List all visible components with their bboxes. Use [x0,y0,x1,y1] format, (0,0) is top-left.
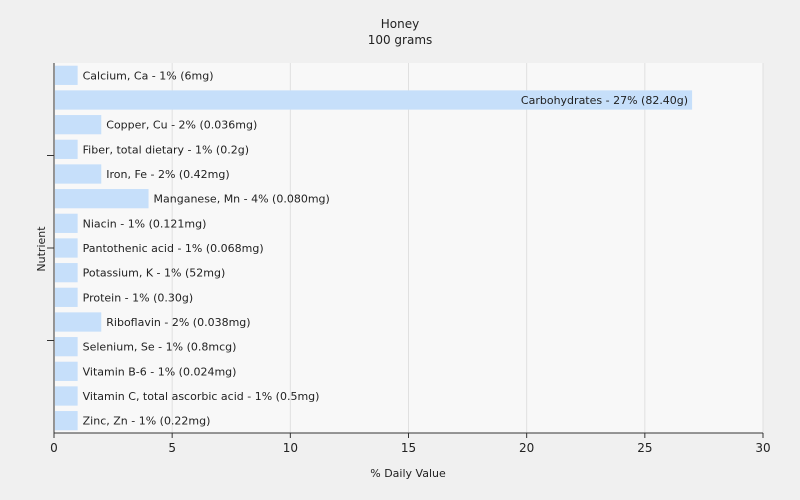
bar-label: Vitamin B-6 - 1% (0.024mg) [83,365,237,378]
bar [55,337,78,357]
y-axis-label: Nutrient [35,226,48,272]
bar-label: Selenium, Se - 1% (0.8mcg) [83,341,237,354]
x-tick-label: 10 [283,441,298,455]
bar-label: Pantothenic acid - 1% (0.068mg) [83,242,264,255]
x-tick-label: 30 [755,441,770,455]
chart-subtitle: 100 grams [368,33,433,47]
bar [55,263,78,283]
x-tick-label: 5 [168,441,176,455]
bar [55,139,78,159]
bar [55,287,78,307]
bar-label: Calcium, Ca - 1% (6mg) [83,69,214,82]
bar-label: Manganese, Mn - 4% (0.080mg) [154,193,330,206]
bar [55,312,102,332]
bar-label: Riboflavin - 2% (0.038mg) [106,316,250,329]
bar-label: Fiber, total dietary - 1% (0.2g) [83,143,249,156]
bar [55,386,78,406]
bar [55,65,78,85]
x-tick-label: 15 [401,441,416,455]
bar [55,411,78,431]
bars-group: Calcium, Ca - 1% (6mg) Carbohydrates - 27… [55,65,693,431]
bar-label: Niacin - 1% (0.121mg) [83,217,207,230]
bar [55,213,78,233]
bar-label: Zinc, Zn - 1% (0.22mg) [83,415,211,428]
bar [55,361,78,381]
x-tick-label: 25 [637,441,652,455]
bar-label: Iron, Fe - 2% (0.42mg) [106,168,229,181]
bar-label: Copper, Cu - 2% (0.036mg) [106,119,257,132]
axes-group: 0 5 10 15 20 25 30 [47,63,771,455]
bar [55,90,693,110]
bar [55,115,102,135]
bar [55,189,149,209]
bar [55,164,102,184]
bar-label: Potassium, K - 1% (52mg) [83,267,226,280]
grid-lines [171,63,764,433]
bar-label: Carbohydrates - 27% (82.40g) [521,94,688,107]
bar-label: Protein - 1% (0.30g) [83,291,194,304]
chart-title: Honey [381,17,419,31]
bar-label: Vitamin C, total ascorbic acid - 1% (0.5… [83,390,320,403]
x-tick-label: 20 [519,441,534,455]
bar [55,238,78,258]
x-tick-label: 0 [50,441,58,455]
x-axis-label: % Daily Value [370,467,446,480]
